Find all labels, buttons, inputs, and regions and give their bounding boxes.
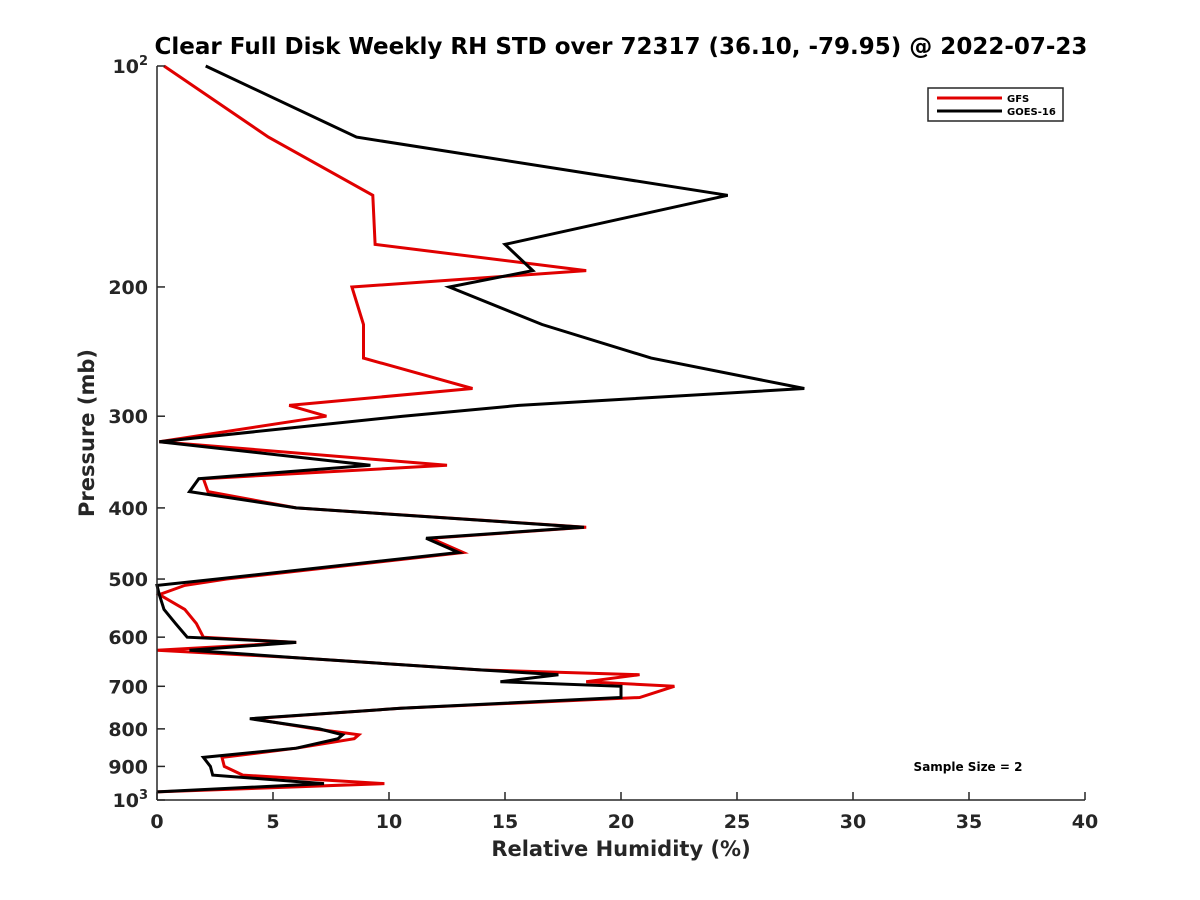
y-tick-label: 800 [108, 719, 148, 741]
y-tick-label: 900 [108, 756, 148, 778]
y-tick-label: 102 [113, 54, 149, 78]
x-tick-label: 25 [724, 811, 750, 833]
x-tick-label: 20 [608, 811, 634, 833]
y-axis-label: Pressure (mb) [75, 349, 99, 517]
x-axis-label: Relative Humidity (%) [491, 837, 750, 861]
y-tick-label: 500 [108, 569, 148, 591]
axes: 0 5 10 15 20 25 30 35 40 102 200 300 400 500 600 700 800… [108, 54, 1098, 833]
plot-area [155, 64, 805, 794]
legend-label: GOES-16 [1007, 107, 1056, 118]
series-line-gfs [155, 64, 675, 794]
x-tick-label: 15 [492, 811, 518, 833]
x-tick-label: 40 [1072, 811, 1098, 833]
y-tick-label: 200 [108, 277, 148, 299]
x-tick-label: 10 [376, 811, 402, 833]
x-tick-label: 0 [150, 811, 163, 833]
series-line-goes-16 [155, 64, 805, 794]
x-tick-label: 5 [266, 811, 279, 833]
x-tick-label: 30 [840, 811, 866, 833]
sample-size-annotation: Sample Size = 2 [914, 760, 1023, 774]
y-tick-label: 400 [108, 498, 148, 520]
legend-box [927, 87, 1064, 122]
x-tick-label: 35 [956, 811, 982, 833]
legend-label: GFS [1007, 94, 1029, 105]
chart-title: Clear Full Disk Weekly RH STD over 72317… [155, 34, 1088, 60]
y-tick-label: 700 [108, 676, 148, 698]
y-tick-label: 300 [108, 406, 148, 428]
legend: GFS GOES-16 [927, 87, 1064, 122]
y-tick-label: 103 [113, 788, 149, 812]
y-tick-label: 600 [108, 627, 148, 649]
